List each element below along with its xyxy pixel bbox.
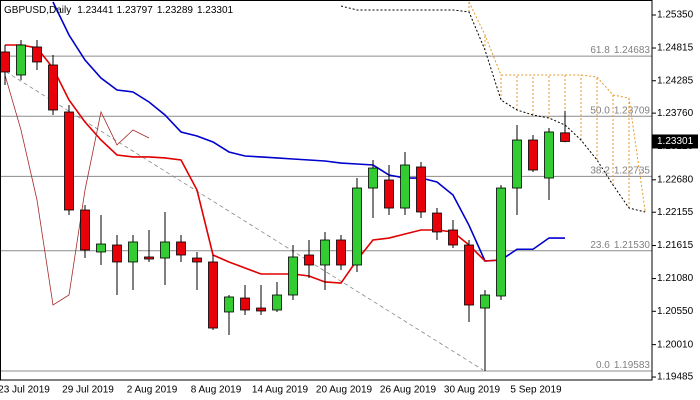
fib-label: 50.0 1.23709 (590, 105, 650, 116)
price-box (652, 134, 698, 149)
candle-body (112, 244, 122, 263)
candle-body (288, 256, 298, 296)
x-tick-label: 2 Aug 2019 (127, 385, 178, 396)
fib-level-text: 38.2 (590, 165, 610, 176)
y-tick-label: 1.24285 (657, 75, 694, 86)
candle-body (96, 243, 106, 253)
candle-body (272, 294, 282, 311)
y-tick-label: 1.20010 (657, 339, 694, 350)
cloud-span-a (340, 5, 646, 213)
fib-price-text: 1.19583 (614, 360, 651, 371)
candle-body (80, 209, 90, 251)
candle-body (496, 187, 506, 297)
candle-body (400, 164, 410, 209)
candle-body (144, 256, 154, 260)
candle-body (192, 257, 202, 263)
candle-body (448, 229, 458, 246)
y-tick-label: 1.24815 (657, 43, 694, 54)
fib-label: 0.0 1.19583 (596, 360, 650, 371)
candle-body (256, 307, 266, 312)
fib-label: 38.2 1.22735 (590, 165, 650, 176)
symbol: GBPUSD,Daily (4, 5, 71, 16)
axes: 1.253501.248151.242851.237601.232201.226… (0, 10, 698, 396)
y-tick-label: 1.23760 (657, 108, 694, 119)
plot-frame (0, 0, 653, 381)
fib-label: 61.8 1.24683 (590, 45, 650, 56)
x-tick-label: 26 Aug 2019 (380, 385, 437, 396)
y-tick-label: 1.25350 (657, 10, 694, 21)
candle-body (160, 241, 170, 259)
cloud-span-b (468, 1, 646, 211)
x-tick-label: 30 Aug 2019 (444, 385, 501, 396)
candle-body (240, 297, 250, 311)
indicator-line (4, 74, 150, 306)
x-tick-label: 29 Jul 2019 (62, 385, 114, 396)
x-tick-label: 5 Sep 2019 (510, 385, 562, 396)
indicator-line (5, 44, 502, 284)
fib-price-text: 1.23709 (614, 105, 651, 116)
trend-line (0, 67, 484, 371)
ohlc-open: 1.23441 (77, 5, 114, 16)
candle-body (464, 244, 474, 306)
y-tick-label: 1.22680 (657, 174, 694, 185)
x-tick-label: 14 Aug 2019 (252, 385, 309, 396)
plot-area: 61.8 1.24683 50.0 1.23709 38.2 1.22735 23.6 1.2… (0, 1, 652, 372)
candle-body (432, 212, 442, 233)
candle-body (224, 296, 234, 313)
y-tick-label: 1.22155 (657, 207, 694, 218)
fib-label: 23.6 1.21530 (590, 239, 650, 250)
fib-level-text: 50.0 (590, 105, 610, 116)
candle-body (352, 187, 362, 266)
candle-body (128, 241, 138, 263)
price-label: 1.23301 (657, 136, 694, 147)
candle-body (528, 139, 538, 171)
y-tick-label: 1.19485 (657, 372, 694, 383)
candle-body (544, 131, 554, 179)
candle-body (304, 254, 314, 266)
candle-body (208, 261, 218, 329)
ohlc-close: 1.23301 (197, 5, 234, 16)
fib-level-text: 61.8 (590, 45, 610, 56)
x-tick-label: 20 Aug 2019 (316, 385, 373, 396)
candle-body (512, 139, 522, 189)
candle-body (48, 64, 58, 111)
candle-body (416, 166, 426, 213)
fib-price-text: 1.24683 (614, 45, 651, 56)
y-tick-label: 1.21615 (657, 240, 694, 251)
fib-level-text: 23.6 (590, 239, 610, 250)
candle-body (176, 241, 186, 256)
candle-body (480, 294, 490, 309)
candle-body (368, 167, 378, 189)
ohlc-high: 1.23797 (117, 5, 154, 16)
fib-price-text: 1.22735 (614, 165, 651, 176)
candle-body (336, 239, 346, 266)
x-tick-label: 23 Jul 2019 (0, 385, 50, 396)
candle-body (32, 46, 42, 63)
candle-body (560, 132, 570, 142)
fib-level-text: 0.0 (596, 360, 610, 371)
candle-body (16, 44, 26, 76)
y-tick-label: 1.20550 (657, 306, 694, 317)
candle-body (0, 51, 10, 73)
indicator-line (52, 1, 565, 262)
candle-body (320, 239, 330, 266)
candle-body (64, 111, 74, 211)
x-tick-label: 8 Aug 2019 (191, 385, 242, 396)
fib-price-text: 1.21530 (614, 239, 651, 250)
chart-title: GBPUSD,Daily 1.23441 1.23797 1.23289 1.23301 (4, 5, 234, 16)
ohlc-low: 1.23289 (157, 5, 194, 16)
y-tick-label: 1.21080 (657, 273, 694, 284)
candle-body (384, 179, 394, 209)
